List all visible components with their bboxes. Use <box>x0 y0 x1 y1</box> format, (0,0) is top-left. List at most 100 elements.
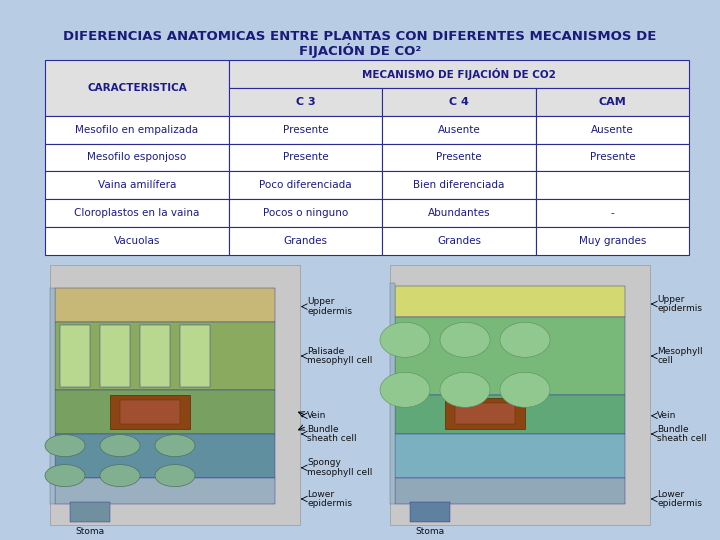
Bar <box>382 144 536 171</box>
Text: Spongy
mesophyll cell: Spongy mesophyll cell <box>307 458 372 477</box>
Bar <box>229 60 689 88</box>
Bar <box>229 227 382 255</box>
Ellipse shape <box>380 372 430 407</box>
Bar <box>55 288 275 322</box>
Text: Upper
epidermis: Upper epidermis <box>307 297 352 316</box>
Ellipse shape <box>100 464 140 487</box>
Text: Mesofilo esponjoso: Mesofilo esponjoso <box>87 152 186 163</box>
Bar <box>382 171 536 199</box>
Bar <box>229 144 382 171</box>
Ellipse shape <box>380 322 430 357</box>
Text: Vein: Vein <box>307 411 326 420</box>
Bar <box>45 60 229 116</box>
Bar <box>229 171 382 199</box>
Bar <box>55 434 275 478</box>
Bar <box>395 434 625 478</box>
Text: C 3: C 3 <box>296 97 315 107</box>
Text: Presente: Presente <box>590 152 636 163</box>
Text: Muy grandes: Muy grandes <box>579 236 647 246</box>
Text: Presente: Presente <box>283 125 328 134</box>
Text: Lower
epidermis: Lower epidermis <box>307 490 352 508</box>
Ellipse shape <box>45 435 85 457</box>
Text: C 4: C 4 <box>449 97 469 107</box>
Bar <box>382 88 536 116</box>
Text: Presente: Presente <box>283 152 328 163</box>
Bar <box>395 286 625 317</box>
Ellipse shape <box>440 322 490 357</box>
Text: Presente: Presente <box>436 152 482 163</box>
Text: Vacuolas: Vacuolas <box>114 236 160 246</box>
Ellipse shape <box>440 372 490 407</box>
Text: Bien diferenciada: Bien diferenciada <box>413 180 505 191</box>
Ellipse shape <box>45 464 85 487</box>
Bar <box>445 397 525 429</box>
Bar <box>229 199 382 227</box>
Bar <box>55 322 275 390</box>
Ellipse shape <box>500 372 550 407</box>
Text: Grandes: Grandes <box>284 236 328 246</box>
Bar <box>100 325 130 387</box>
Text: Ausente: Ausente <box>438 125 480 134</box>
Bar <box>536 227 689 255</box>
Text: MECANISMO DE FIJACIÓN DE CO2: MECANISMO DE FIJACIÓN DE CO2 <box>362 68 556 80</box>
Bar <box>45 144 229 171</box>
Text: Pocos o ninguno: Pocos o ninguno <box>263 208 348 218</box>
Text: Mesophyll
cell: Mesophyll cell <box>657 347 703 366</box>
Ellipse shape <box>500 322 550 357</box>
Bar <box>55 390 275 434</box>
Text: Stoma: Stoma <box>76 527 104 536</box>
Text: Vaina amilífera: Vaina amilífera <box>98 180 176 191</box>
Bar <box>45 227 229 255</box>
Text: Cloroplastos en la vaina: Cloroplastos en la vaina <box>74 208 199 218</box>
Bar <box>70 502 110 522</box>
Bar <box>536 171 689 199</box>
Bar <box>536 116 689 144</box>
Bar <box>45 116 229 144</box>
Bar <box>455 403 515 423</box>
Bar <box>390 265 650 525</box>
Bar <box>45 171 229 199</box>
Ellipse shape <box>155 464 195 487</box>
Bar <box>536 199 689 227</box>
Bar <box>55 478 275 504</box>
Bar <box>45 199 229 227</box>
Bar <box>395 478 625 504</box>
Ellipse shape <box>100 435 140 457</box>
Bar <box>382 199 536 227</box>
Bar <box>536 144 689 171</box>
Text: CARACTERISTICA: CARACTERISTICA <box>87 83 186 93</box>
Ellipse shape <box>155 435 195 457</box>
Text: Bundle
sheath cell: Bundle sheath cell <box>657 424 706 443</box>
Bar <box>229 116 382 144</box>
Bar <box>50 265 300 525</box>
Bar <box>410 502 450 522</box>
Text: Vein: Vein <box>657 411 676 420</box>
Text: CAM: CAM <box>599 97 626 107</box>
Text: Lower
epidermis: Lower epidermis <box>657 490 702 508</box>
Bar <box>536 88 689 116</box>
Text: Poco diferenciada: Poco diferenciada <box>259 180 352 191</box>
Bar <box>395 317 625 395</box>
Bar <box>229 88 382 116</box>
Bar <box>382 227 536 255</box>
Text: -: - <box>611 208 614 218</box>
Text: DIFERENCIAS ANATOMICAS ENTRE PLANTAS CON DIFERENTES MECANISMOS DE: DIFERENCIAS ANATOMICAS ENTRE PLANTAS CON… <box>63 30 657 43</box>
Bar <box>60 325 90 387</box>
Text: Mesofilo en empalizada: Mesofilo en empalizada <box>76 125 199 134</box>
Text: Stoma: Stoma <box>415 527 444 536</box>
Text: Bundle
sheath cell: Bundle sheath cell <box>307 424 356 443</box>
Text: Palisade
mesophyll cell: Palisade mesophyll cell <box>307 347 372 366</box>
Bar <box>110 395 190 429</box>
Bar <box>395 395 625 434</box>
Text: FIJACIÓN DE CO²: FIJACIÓN DE CO² <box>299 43 421 58</box>
Bar <box>180 325 210 387</box>
Text: Upper
epidermis: Upper epidermis <box>657 295 702 313</box>
Text: Grandes: Grandes <box>437 236 481 246</box>
Bar <box>382 116 536 144</box>
Bar <box>120 400 180 423</box>
Bar <box>390 283 395 504</box>
Bar <box>140 325 170 387</box>
Text: Abundantes: Abundantes <box>428 208 490 218</box>
Text: Ausente: Ausente <box>591 125 634 134</box>
Bar <box>50 288 55 504</box>
